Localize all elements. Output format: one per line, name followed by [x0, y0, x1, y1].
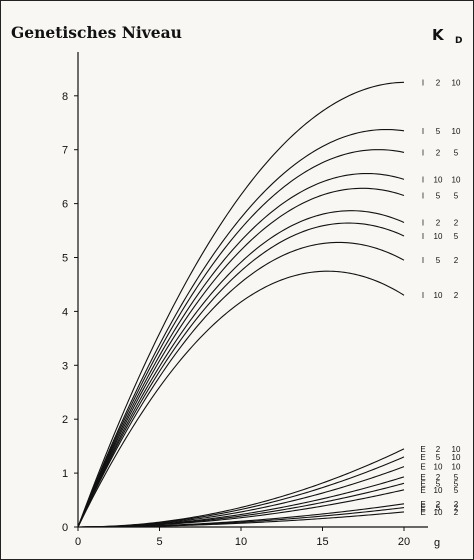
y-tick-label: 6 — [62, 199, 68, 211]
series-label-e-5-10: 10 — [452, 453, 461, 462]
series-label-e-5-2: 2 — [454, 504, 459, 513]
series-label-i-10-2: 2 — [454, 291, 459, 300]
series-label-i-2-5: 5 — [454, 148, 459, 157]
series-curves — [77, 81, 405, 528]
series-label-i-10-2: I — [422, 291, 424, 300]
x-tick-label: 0 — [75, 536, 81, 548]
series-label-i-10-5: 5 — [454, 232, 459, 241]
series-label-e-10-5: 10 — [434, 486, 443, 495]
series-label-e-10-5: E — [420, 486, 425, 495]
x-tick-label: 15 — [316, 536, 328, 548]
y-tick-label: 2 — [62, 414, 68, 426]
series-line-i-2-5 — [77, 149, 405, 528]
series-label-e-5-10: 5 — [436, 453, 441, 462]
series-label-e-2-2: 2 — [454, 500, 459, 509]
x-tick-label: 5 — [156, 536, 162, 548]
series-label-e-2-2: E — [420, 500, 425, 509]
y-tick-label: 7 — [62, 145, 68, 157]
series-label-i-2-10: 10 — [452, 78, 461, 87]
y-tick-label: 3 — [62, 360, 68, 372]
series-label-e-2-5: E — [420, 473, 425, 482]
series-line-e-10-2 — [78, 511, 405, 528]
series-label-i-10-10: I — [422, 175, 424, 184]
series-label-i-10-5: 10 — [434, 232, 443, 241]
series-line-i-10-2 — [77, 270, 405, 528]
series-label-e-2-5: 2 — [436, 473, 441, 482]
series-label-e-2-5: 5 — [454, 473, 459, 482]
series-label-i-5-10: I — [422, 127, 424, 136]
y-tick-label: 1 — [62, 468, 68, 480]
series-label-e-5-2: E — [420, 504, 425, 513]
column-header-d: D — [455, 36, 462, 46]
series-label-e-2-10: E — [420, 445, 425, 454]
series-label-i-5-5: I — [422, 192, 424, 201]
y-tick-label: 8 — [62, 91, 68, 103]
series-label-e-10-5: 5 — [454, 486, 459, 495]
series-line-i-10-5 — [77, 222, 405, 528]
series-label-i-5-2: 2 — [454, 256, 459, 265]
series-label-i-2-2: I — [422, 218, 424, 227]
series-label-i-2-5: 2 — [436, 148, 441, 157]
column-header-k: K — [432, 26, 445, 44]
series-label-e-5-10: E — [420, 453, 425, 462]
series-label-i-10-2: 10 — [434, 291, 443, 300]
series-line-e-2-10 — [77, 448, 405, 528]
series-label-i-10-5: I — [422, 232, 424, 241]
series-line-i-5-10 — [77, 128, 405, 528]
x-axis-ticks: 0 5 10 15 20 — [75, 527, 410, 548]
series-label-e-10-2: E — [420, 508, 425, 517]
x-tick-label: 10 — [235, 536, 247, 548]
y-tick-label: 0 — [62, 522, 68, 534]
series-label-e-10-10: E — [420, 463, 425, 472]
series-label-e-10-10: 10 — [452, 463, 461, 472]
chart-title: Genetisches Niveau — [11, 23, 182, 42]
series-label-e-2-2: 2 — [436, 500, 441, 509]
series-label-i-2-2: 2 — [436, 218, 441, 227]
series-label-e-5-5: E — [420, 479, 425, 488]
series-line-e-5-5 — [78, 482, 405, 528]
y-tick-label: 5 — [62, 253, 68, 265]
series-label-e-5-5: 5 — [436, 479, 441, 488]
series-label-i-10-10: 10 — [452, 175, 461, 184]
series-line-i-10-10 — [77, 172, 405, 528]
series-label-i-2-10: 2 — [436, 78, 441, 87]
series-label-e-5-5: 5 — [454, 479, 459, 488]
series-line-i-2-10 — [77, 81, 405, 528]
series-label-e-2-10: 2 — [436, 445, 441, 454]
x-tick-label: 20 — [398, 536, 410, 548]
series-labels: I 2 10I 5 10I 2 5I 10 10I 5 5I 2 2I 10 5I 5 2I 10 2E 2 10E 5 1… — [420, 78, 461, 517]
series-label-i-5-2: I — [422, 256, 424, 265]
y-tick-label: 4 — [62, 306, 68, 318]
series-label-i-5-10: 5 — [436, 127, 441, 136]
series-label-e-10-10: 10 — [434, 463, 443, 472]
series-label-i-5-5: 5 — [436, 192, 441, 201]
y-axis-ticks: 0 1 2 3 4 5 6 7 8 — [62, 91, 78, 534]
x-axis-label: g — [434, 537, 440, 549]
series-line-i-2-2 — [77, 210, 405, 528]
series-label-i-2-10: I — [422, 78, 424, 87]
series-label-i-5-10: 10 — [452, 127, 461, 136]
series-line-e-2-5 — [78, 476, 405, 528]
series-label-e-5-2: 5 — [436, 504, 441, 513]
series-line-i-5-5 — [77, 187, 405, 528]
series-label-e-10-2: 10 — [434, 508, 443, 517]
series-label-i-5-2: 5 — [436, 256, 441, 265]
series-label-e-10-2: 2 — [454, 508, 459, 517]
series-label-i-5-5: 5 — [454, 192, 459, 201]
series-label-i-10-10: 10 — [434, 175, 443, 184]
series-line-i-5-2 — [77, 241, 405, 528]
series-label-e-2-10: 10 — [452, 445, 461, 454]
series-label-i-2-5: I — [422, 148, 424, 157]
series-label-i-2-2: 2 — [454, 218, 459, 227]
